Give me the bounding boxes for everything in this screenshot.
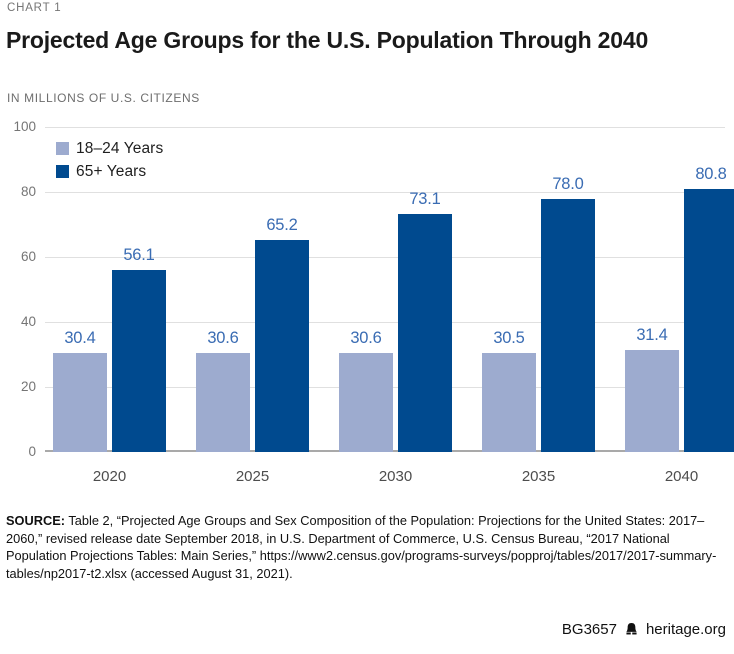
legend-label: 65+ Years xyxy=(76,162,147,180)
y-axis-tick-label: 60 xyxy=(20,249,36,264)
source-note: SOURCE: Table 2, “Projected Age Groups a… xyxy=(6,512,720,582)
bar-value-label: 31.4 xyxy=(636,325,668,344)
y-axis-tick-label: 40 xyxy=(20,314,36,329)
plot-area: 30.4 56.1 2020 30.6 65.2 2025 30.6 73.1 2030 30.5… xyxy=(45,126,734,485)
footer-site: heritage.org xyxy=(645,621,726,638)
chart-kicker: CHART 1 xyxy=(7,2,62,14)
chart-legend: 18–24 Years 65+ Years xyxy=(56,137,163,183)
bar-18-24-years-2030 xyxy=(339,352,393,452)
bar-group-2030: 30.6 73.1 xyxy=(339,127,452,452)
gridline-y-60 xyxy=(45,256,725,258)
footer: BG3657 heritage.org xyxy=(562,621,726,638)
heritage-bell-icon xyxy=(624,622,639,637)
bar-65+-years-2035 xyxy=(541,198,595,452)
bar-value-label: 30.6 xyxy=(207,328,239,347)
bar-65+-years-2020 xyxy=(112,269,166,452)
footer-report-id: BG3657 xyxy=(561,621,617,638)
bar-value-label: 30.6 xyxy=(350,328,382,347)
gridline-y-80 xyxy=(45,191,725,193)
x-axis-label-2030: 2030 xyxy=(378,468,413,485)
bar-group-2025: 30.6 65.2 xyxy=(196,127,309,452)
bar-65+-years-2025 xyxy=(255,240,309,452)
bar-group-2035: 30.5 78.0 xyxy=(482,127,595,452)
x-axis-label-2040: 2040 xyxy=(664,468,699,485)
x-axis-label-2035: 2035 xyxy=(521,468,556,485)
bar-65+-years-2040 xyxy=(684,189,734,452)
bar-group-2040: 31.4 80.8 xyxy=(625,127,734,452)
x-axis-label-2020: 2020 xyxy=(92,468,127,485)
bar-value-label: 80.8 xyxy=(695,165,727,184)
bar-18-24-years-2025 xyxy=(196,352,250,452)
y-axis-tick-label: 80 xyxy=(20,184,36,199)
page-title: Projected Age Groups for the U.S. Popula… xyxy=(6,27,649,53)
gridline-y-100 xyxy=(45,126,725,128)
legend-item-18-24: 18–24 Years xyxy=(56,137,163,160)
y-axis-tick-label: 100 xyxy=(13,119,36,134)
bar-18-24-years-2040 xyxy=(625,349,679,452)
bar-group-2020: 30.4 56.1 xyxy=(53,127,166,452)
y-axis-tick-label: 20 xyxy=(20,379,36,394)
x-axis-label-2025: 2025 xyxy=(235,468,270,485)
bar-value-label: 30.5 xyxy=(493,328,525,347)
gridline-y-40 xyxy=(45,321,725,323)
y-axis-tick-label: 0 xyxy=(28,444,36,459)
legend-swatch-dark-icon xyxy=(56,165,69,178)
bar-18-24-years-2020 xyxy=(53,353,107,452)
source-label: SOURCE: xyxy=(6,513,66,528)
bar-value-label: 56.1 xyxy=(123,245,155,264)
source-text: Table 2, “Projected Age Groups and Sex C… xyxy=(6,513,717,581)
legend-label: 18–24 Years xyxy=(76,139,164,157)
legend-item-65-plus: 65+ Years xyxy=(56,160,163,183)
bar-value-label: 78.0 xyxy=(552,174,584,193)
legend-swatch-light-icon xyxy=(56,142,69,155)
bar-value-label: 65.2 xyxy=(266,216,298,235)
bar-value-label: 73.1 xyxy=(409,190,441,209)
bar-65+-years-2030 xyxy=(398,214,452,452)
chart-units-subtitle: IN MILLIONS OF U.S. CITIZENS xyxy=(7,91,200,105)
bar-value-label: 30.4 xyxy=(64,329,96,348)
bar-18-24-years-2035 xyxy=(482,352,536,452)
